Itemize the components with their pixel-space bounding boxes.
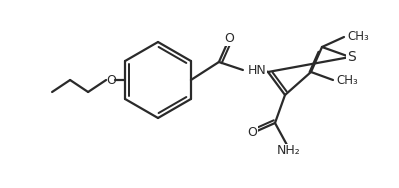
Text: O: O [224,33,234,45]
Text: S: S [348,50,356,64]
Text: O: O [106,74,116,86]
Text: CH₃: CH₃ [336,74,358,86]
Text: NH₂: NH₂ [277,145,301,158]
Text: CH₃: CH₃ [347,30,369,43]
Text: O: O [247,127,257,139]
Text: HN: HN [248,64,267,77]
